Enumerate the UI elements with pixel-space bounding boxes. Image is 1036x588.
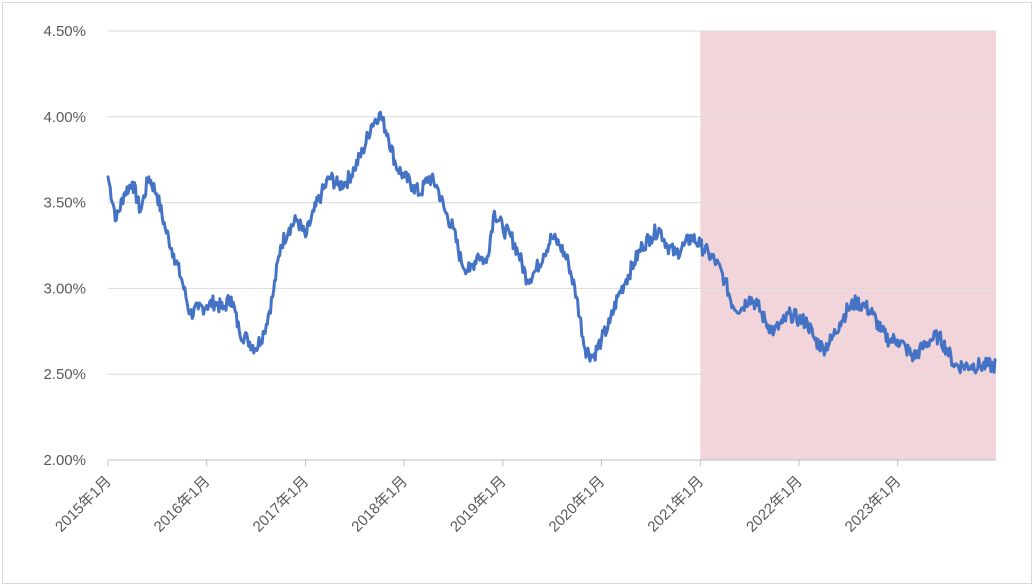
- x-tick-label: 2020年1月: [546, 473, 609, 536]
- x-tick-label: 2017年1月: [250, 473, 313, 536]
- x-tick-label: 2016年1月: [151, 473, 214, 536]
- x-tick-label: 2018年1月: [348, 473, 411, 536]
- shaded-region: [700, 31, 996, 460]
- x-tick-label: 2021年1月: [644, 473, 707, 536]
- y-tick-label: 4.50%: [43, 23, 86, 40]
- y-tick-label: 3.50%: [43, 195, 86, 212]
- y-tick-label: 2.00%: [43, 452, 86, 469]
- x-axis: [107, 459, 996, 466]
- y-tick-label: 4.00%: [43, 109, 86, 126]
- series-line: [106, 110, 997, 375]
- gridlines: [108, 30, 996, 375]
- x-axis-tick-labels: 2015年1月 2016年1月 2017年1月 2018年1月 2019年1月 2020年…: [52, 473, 904, 536]
- x-tick-label: 2023年1月: [842, 473, 905, 536]
- x-tick-label: 2022年1月: [743, 473, 806, 536]
- x-tick-label: 2015年1月: [52, 473, 115, 536]
- y-tick-label: 2.50%: [43, 366, 86, 383]
- y-axis-tick-labels: 4.50% 4.00% 3.50% 3.00% 2.50% 2.00%: [43, 23, 86, 469]
- y-tick-label: 3.00%: [43, 280, 86, 297]
- x-tick-label: 2019年1月: [447, 473, 510, 536]
